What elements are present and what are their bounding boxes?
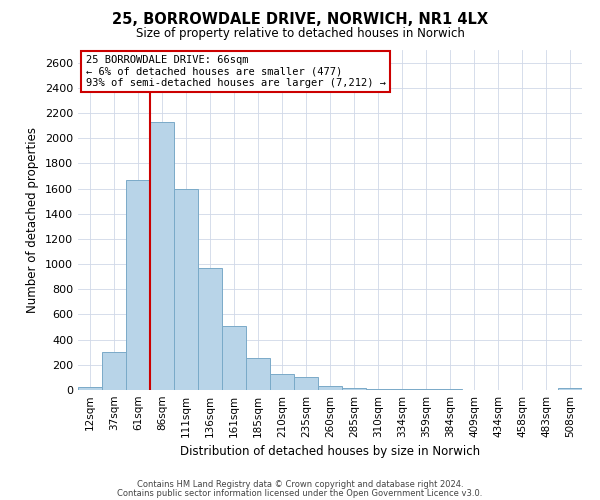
Bar bbox=[318, 386, 342, 390]
X-axis label: Distribution of detached houses by size in Norwich: Distribution of detached houses by size … bbox=[180, 446, 480, 458]
Bar bbox=[222, 326, 246, 390]
Text: Size of property relative to detached houses in Norwich: Size of property relative to detached ho… bbox=[136, 28, 464, 40]
Bar bbox=[246, 358, 270, 390]
Bar bbox=[198, 268, 222, 390]
Bar bbox=[126, 180, 150, 390]
Bar bbox=[150, 122, 174, 390]
Bar bbox=[558, 388, 582, 390]
Bar bbox=[78, 388, 102, 390]
Text: 25 BORROWDALE DRIVE: 66sqm
← 6% of detached houses are smaller (477)
93% of semi: 25 BORROWDALE DRIVE: 66sqm ← 6% of detac… bbox=[86, 55, 386, 88]
Bar bbox=[174, 188, 198, 390]
Y-axis label: Number of detached properties: Number of detached properties bbox=[26, 127, 40, 313]
Text: Contains HM Land Registry data © Crown copyright and database right 2024.: Contains HM Land Registry data © Crown c… bbox=[137, 480, 463, 489]
Bar bbox=[366, 388, 390, 390]
Bar bbox=[294, 378, 318, 390]
Bar bbox=[270, 374, 294, 390]
Bar bbox=[102, 352, 126, 390]
Bar bbox=[342, 388, 366, 390]
Text: Contains public sector information licensed under the Open Government Licence v3: Contains public sector information licen… bbox=[118, 488, 482, 498]
Text: 25, BORROWDALE DRIVE, NORWICH, NR1 4LX: 25, BORROWDALE DRIVE, NORWICH, NR1 4LX bbox=[112, 12, 488, 28]
